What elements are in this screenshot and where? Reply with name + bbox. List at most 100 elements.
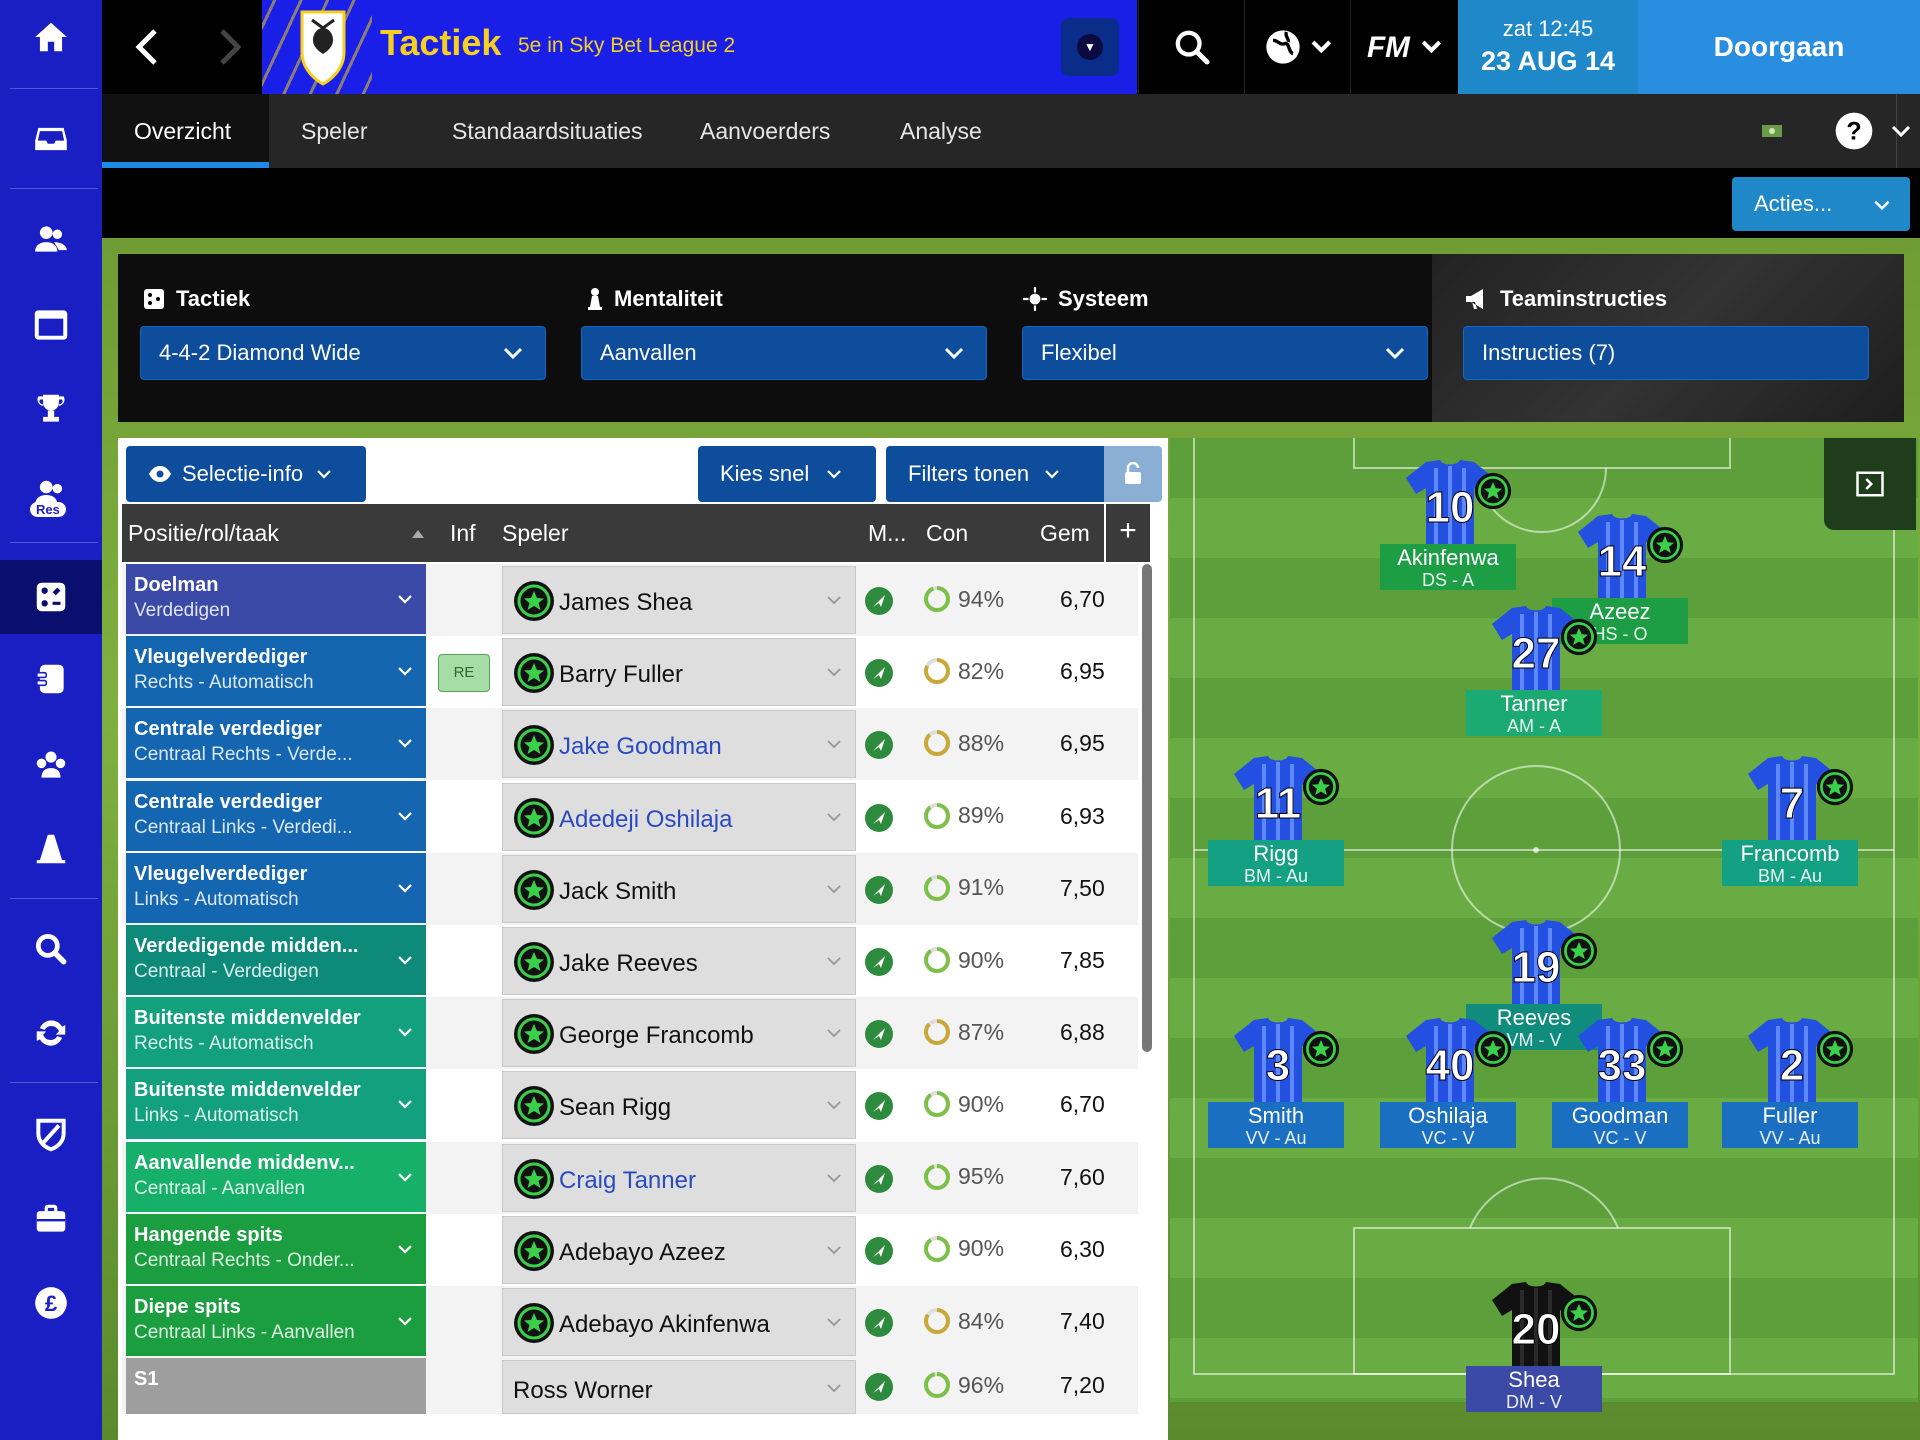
player-select[interactable]: Barry Fuller xyxy=(502,638,856,707)
player-select[interactable]: Sean Rigg xyxy=(502,1071,856,1140)
tab-aanvoerders[interactable]: Aanvoerders xyxy=(700,117,831,144)
tabs-more-button[interactable] xyxy=(1882,94,1920,168)
position-role-select[interactable]: Vleugelverdediger Links - Automatisch xyxy=(126,852,426,923)
tab-overzicht[interactable]: Overzicht xyxy=(102,94,269,168)
team-instructions-button[interactable]: Instructies (7) xyxy=(1463,326,1869,380)
lock-button[interactable] xyxy=(1104,446,1162,502)
svg-text:£: £ xyxy=(45,1291,58,1316)
scrollbar[interactable] xyxy=(1142,564,1152,1052)
player-status-icon xyxy=(1816,1030,1854,1068)
club-crest-icon[interactable] xyxy=(0,1100,102,1170)
tab-speler[interactable]: Speler xyxy=(301,117,368,144)
pitch-player-token[interactable]: 19 Reeves VM - V xyxy=(1466,918,1604,1050)
selection-info-button[interactable]: Selectie-info xyxy=(126,446,366,502)
player-select[interactable]: Craig Tanner xyxy=(502,1143,856,1212)
actions-button[interactable]: Acties... xyxy=(1732,177,1910,231)
position-name: Vleugelverdediger xyxy=(134,646,308,669)
staff-icon[interactable] xyxy=(0,730,102,800)
col-condition[interactable]: Con xyxy=(926,520,969,546)
training-icon[interactable] xyxy=(0,644,102,714)
player-select[interactable]: Jake Reeves xyxy=(502,927,856,995)
player-select[interactable]: Ross Worner xyxy=(502,1360,856,1415)
position-role-select[interactable]: Hangende spits Centraal Rechts - Onder... xyxy=(126,1213,426,1284)
search-icon[interactable] xyxy=(0,914,102,984)
player-status-icon xyxy=(513,941,555,983)
home-icon[interactable] xyxy=(0,2,102,72)
player-select[interactable]: Jack Smith xyxy=(502,854,856,923)
pitch-player-token[interactable]: 11 Rigg BM - Au xyxy=(1208,754,1346,886)
svg-text:19: 19 xyxy=(1512,943,1561,992)
position-role-select[interactable]: Centrale verdediger Centraal Links - Verd… xyxy=(126,780,426,851)
add-column-button[interactable]: + xyxy=(1104,504,1150,562)
player-select[interactable]: Adebayo Azeez xyxy=(502,1215,856,1284)
world-menu-button[interactable] xyxy=(1244,0,1350,94)
tactic-select[interactable]: 4-4-2 Diamond Wide xyxy=(140,326,546,380)
actions-label: Acties... xyxy=(1754,191,1833,216)
col-position[interactable]: Positie/rol/taak xyxy=(128,520,279,546)
pitch-player-name: Rigg xyxy=(1253,841,1299,866)
position-role-select[interactable]: Buitenste middenvelder Rechts - Automatis… xyxy=(126,997,426,1068)
position-name: Verdedigende midden... xyxy=(134,935,359,957)
quick-pick-button[interactable]: Kies snel xyxy=(698,446,876,502)
position-role-select[interactable]: Verdedigende midden... Centraal - Verdedi… xyxy=(126,925,426,995)
finance-icon[interactable]: £ xyxy=(0,1268,102,1338)
average-rating: 7,85 xyxy=(1060,947,1105,973)
position-role-select[interactable]: Diepe spits Centraal Links - Aanvallen xyxy=(126,1286,426,1356)
squad-icon[interactable] xyxy=(0,204,102,274)
pitch-player-token[interactable]: 3 Smith VV - Au xyxy=(1208,1016,1346,1148)
tab-analyse[interactable]: Analyse xyxy=(900,117,982,144)
player-select[interactable]: Jake Goodman xyxy=(502,710,856,779)
inbox-icon[interactable] xyxy=(0,104,102,174)
chevron-down-icon xyxy=(827,740,841,749)
system-select[interactable]: Flexibel xyxy=(1022,326,1428,380)
filters-button[interactable]: Filters tonen xyxy=(886,446,1104,502)
pitch-player-token[interactable]: 40 Oshilaja VC - V xyxy=(1380,1016,1518,1148)
reserves-icon[interactable] xyxy=(0,460,102,530)
position-role-select[interactable]: Buitenste middenvelder Links - Automatisc… xyxy=(126,1069,426,1140)
pitch-player-token[interactable]: 7 Francomb BM - Au xyxy=(1722,754,1860,886)
pitch-player-token[interactable]: 27 Tanner AM - A xyxy=(1466,604,1604,736)
pitch-player-token[interactable]: 10 Akinfenwa DS - A xyxy=(1380,458,1518,590)
tactics-icon xyxy=(144,289,164,309)
briefcase-icon[interactable] xyxy=(0,1184,102,1254)
pitch-player-token[interactable]: 2 Fuller VV - Au xyxy=(1722,1016,1860,1148)
col-inf[interactable]: Inf xyxy=(450,520,476,546)
search-button[interactable] xyxy=(1138,0,1244,94)
chevron-down-icon xyxy=(827,1246,841,1255)
budget-icon[interactable] xyxy=(1742,94,1802,168)
player-select[interactable]: Adedeji Oshilaja xyxy=(502,782,856,851)
player-select[interactable]: George Francomb xyxy=(502,999,856,1068)
collapse-pitch-button[interactable] xyxy=(1824,438,1916,530)
transfers-icon[interactable] xyxy=(0,998,102,1068)
position-role-select[interactable]: Doelman Verdedigen xyxy=(126,564,426,634)
continue-button[interactable]: Doorgaan xyxy=(1638,0,1920,94)
average-rating: 6,70 xyxy=(1060,586,1105,612)
back-button[interactable] xyxy=(102,0,194,94)
table-row: Vleugelverdediger Rechts - Automatisch RE B… xyxy=(122,636,1138,709)
col-average[interactable]: Gem xyxy=(1040,520,1090,546)
role-duty: Links - Automatisch xyxy=(134,888,299,910)
help-button[interactable]: ? xyxy=(1812,94,1896,168)
mentality-select[interactable]: Aanvallen xyxy=(581,326,987,380)
chevron-down-icon xyxy=(827,1029,841,1038)
col-morale[interactable]: M... xyxy=(868,520,907,546)
player-select[interactable]: Adebayo Akinfenwa xyxy=(502,1288,856,1356)
player-status-icon xyxy=(1474,1030,1512,1068)
forward-button[interactable] xyxy=(196,0,262,94)
fm-menu-button[interactable]: FM xyxy=(1350,0,1458,94)
pitch-player-token[interactable]: 33 Goodman VC - V xyxy=(1552,1016,1690,1148)
title-dropdown-button[interactable]: ▼ xyxy=(1061,18,1119,76)
cone-icon[interactable] xyxy=(0,814,102,884)
position-role-select[interactable]: Centrale verdediger Centraal Rechts - Ver… xyxy=(126,708,426,779)
position-role-select[interactable]: Aanvallende middenv... Centraal - Aanvall… xyxy=(126,1141,426,1212)
calendar-icon[interactable] xyxy=(0,290,102,360)
pitch-player-token[interactable]: 14 Azeez HS - O xyxy=(1552,512,1690,644)
tab-standaardsituaties[interactable]: Standaardsituaties xyxy=(452,117,643,144)
col-player[interactable]: Speler xyxy=(502,520,569,546)
tactics-icon[interactable] xyxy=(0,560,102,634)
player-select[interactable]: James Shea xyxy=(502,566,856,634)
position-role-select[interactable]: Vleugelverdediger Rechts - Automatisch xyxy=(126,636,426,707)
pitch-player-token[interactable]: 20 Shea DM - V xyxy=(1466,1280,1604,1412)
trophy-icon[interactable] xyxy=(0,374,102,444)
condition: 87% xyxy=(922,1017,1004,1047)
